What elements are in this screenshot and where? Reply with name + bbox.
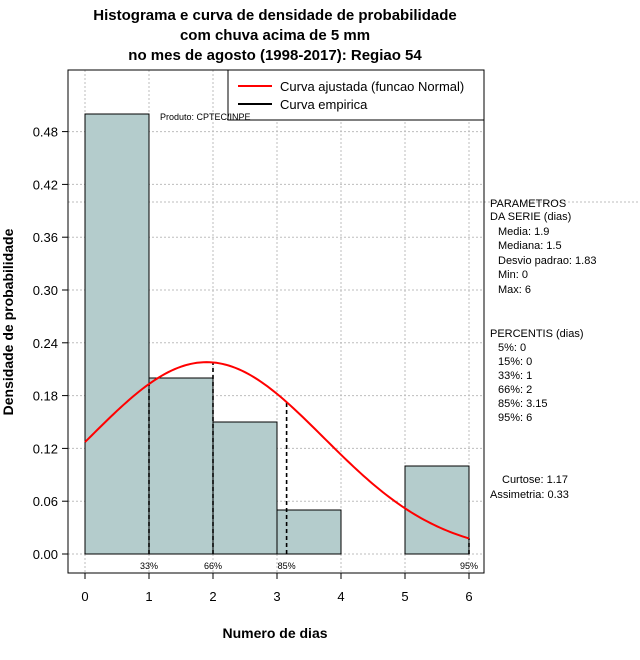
normal-fit-curve	[84, 361, 470, 540]
x-axis-label: Numero de dias	[222, 625, 327, 641]
y-tick-label-0.06: 0.06	[33, 494, 58, 509]
x-tick-label-1: 1	[145, 589, 152, 604]
legend-empirical-label: Curva empirica	[280, 97, 368, 112]
percentile-label-33: 33%	[140, 561, 158, 571]
param-media: Media: 1.9	[498, 226, 549, 238]
y-tick-label-0.48: 0.48	[33, 125, 58, 140]
legend: Curva ajustada (funcao Normal) Curva emp…	[227, 69, 485, 121]
histogram-bars	[84, 113, 470, 555]
histogram-bar-3	[276, 509, 342, 555]
y-tick-label-0.24: 0.24	[33, 336, 58, 351]
percentil-95: 95%: 6	[498, 412, 532, 424]
side-panel: PARAMETROS DA SERIE (dias) Media: 1.9 Me…	[490, 198, 596, 501]
histogram-bar-5	[404, 465, 470, 555]
param-min: Min: 0	[498, 269, 528, 281]
y-tick-label-0.18: 0.18	[33, 389, 58, 404]
percentil-33: 33%: 1	[498, 370, 532, 382]
y-axis-label: Densidade de probabilidade	[0, 228, 16, 415]
histogram-bar-0	[84, 113, 150, 555]
percentile-label-85: 85%	[278, 561, 296, 571]
percentis-title: PERCENTIS (dias)	[490, 328, 584, 340]
y-tick-label-0.36: 0.36	[33, 230, 58, 245]
legend-box	[227, 69, 485, 121]
x-tick-label-4: 4	[337, 589, 344, 604]
x-tick-label-2: 2	[209, 589, 216, 604]
param-max: Max: 6	[498, 284, 531, 296]
y-tick-label-0.12: 0.12	[33, 441, 58, 456]
chart-title-line-2: com chuva acima de 5 mm	[180, 27, 370, 44]
percentil-85: 85%: 3.15	[498, 398, 548, 410]
axis-ticks: 0.00 0.06 0.12 0.18 0.24 0.30 0.36 0.42 0.48 0 1 2 3…	[33, 125, 473, 604]
percentile-label-95: 95%	[460, 561, 478, 571]
stat-curtose: Curtose: 1.17	[502, 474, 568, 486]
percentil-5: 5%: 0	[498, 342, 526, 354]
param-mediana: Mediana: 1.5	[498, 240, 562, 252]
params-title-line-1: PARAMETROS	[490, 198, 566, 210]
params-title-line-2: DA SERIE (dias)	[490, 211, 571, 223]
legend-fit-label: Curva ajustada (funcao Normal)	[280, 79, 464, 94]
chart-title-line-3: no mes de agosto (1998-2017): Regiao 54	[128, 47, 422, 64]
normal-curve-path	[84, 361, 470, 540]
y-tick-label-0.30: 0.30	[33, 283, 58, 298]
histogram-bar-2	[212, 421, 278, 555]
percentil-15: 15%: 0	[498, 356, 532, 368]
x-tick-label-3: 3	[273, 589, 280, 604]
x-tick-label-6: 6	[465, 589, 472, 604]
y-tick-label-0.42: 0.42	[33, 177, 58, 192]
product-label: Produto: CPTEC/INPE	[160, 112, 251, 122]
param-desvio: Desvio padrao: 1.83	[498, 255, 596, 267]
percentil-66: 66%: 2	[498, 384, 532, 396]
percentile-lines: 33% 66% 85% 95%	[140, 362, 478, 571]
x-tick-label-0: 0	[81, 589, 88, 604]
x-tick-label-5: 5	[401, 589, 408, 604]
stat-assimetria: Assimetria: 0.33	[490, 489, 569, 501]
chart-title-line-1: Histograma e curva de densidade de proba…	[93, 7, 456, 24]
y-tick-label-0.00: 0.00	[33, 547, 58, 562]
percentile-label-66: 66%	[204, 561, 222, 571]
histogram-bar-1	[148, 377, 214, 555]
